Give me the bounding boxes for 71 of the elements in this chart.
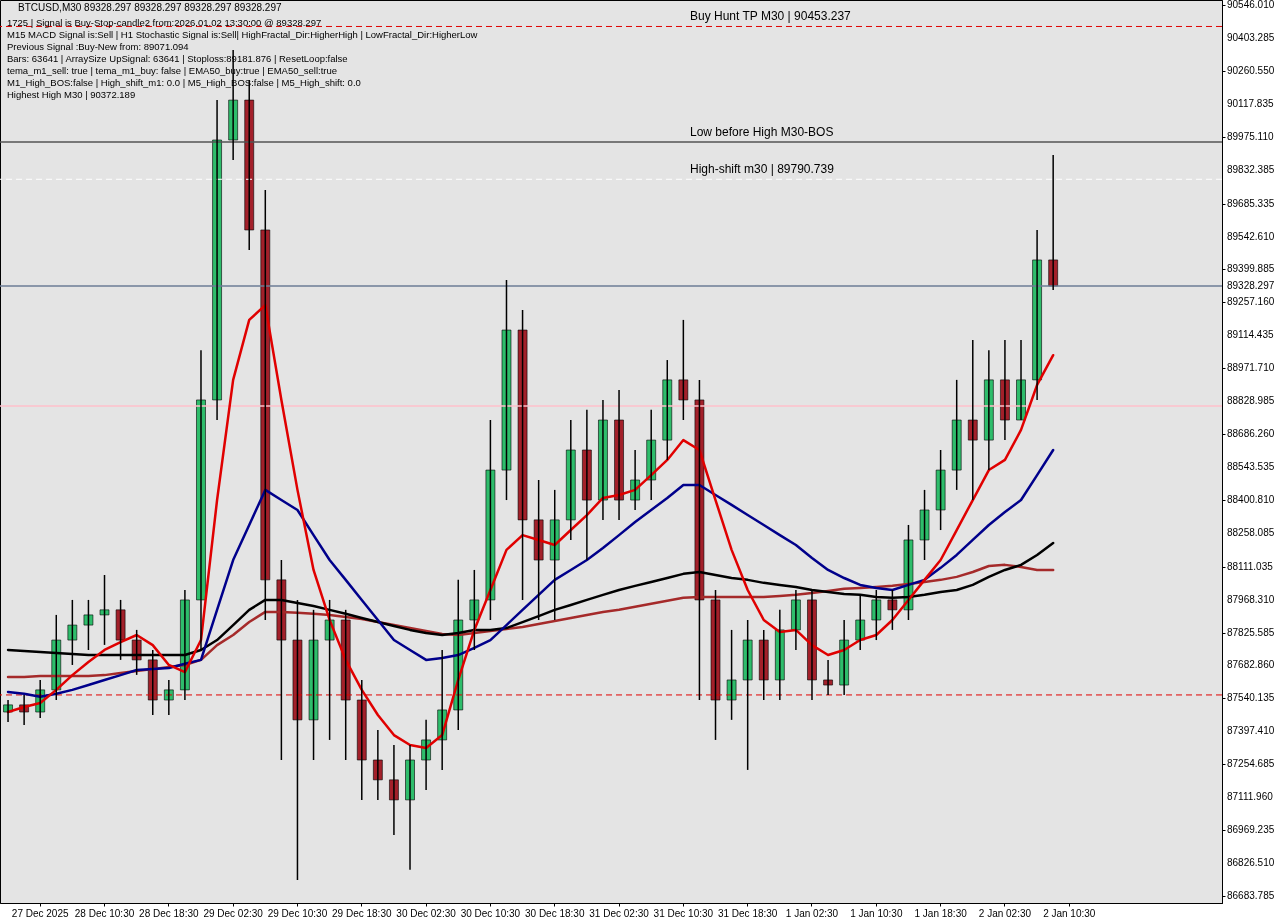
- candlestick: [887, 589, 898, 631]
- chart-title: BTCUSD,M30 89328.297 89328.297 89328.297 89328.297: [18, 2, 282, 13]
- y-tick-label: 89328.297: [1227, 279, 1275, 291]
- candlestick: [726, 629, 737, 721]
- x-tick-label: 29 Dec 10:30: [267, 907, 328, 919]
- candlestick: [742, 619, 753, 771]
- y-tick-label: 89975.110: [1227, 130, 1274, 142]
- y-tick-label: 87968.310: [1227, 593, 1275, 605]
- x-tick-label: 28 Dec 18:30: [139, 907, 199, 919]
- x-tick-label: 31 Dec 18:30: [717, 907, 778, 919]
- y-tick-label: 88828.985: [1227, 395, 1275, 407]
- annotation: Previous Signal :Buy-New from: 89071.094: [7, 41, 189, 52]
- x-tick-label: 29 Dec 02:30: [203, 907, 264, 919]
- y-tick-label: 88111.035: [1227, 560, 1274, 572]
- y-tick-label: 87540.135: [1227, 692, 1275, 704]
- y-tick-label: 90260.550: [1227, 64, 1275, 76]
- candlestick: [308, 609, 319, 761]
- y-tick-label: 88400.810: [1227, 493, 1275, 505]
- y-tick-label: 87682.860: [1227, 659, 1275, 671]
- annotation: Highest High M30 | 90372.189: [7, 89, 136, 100]
- ref-line-label: High-shift m30 | 89790.739: [690, 162, 835, 177]
- y-tick-label: 88686.260: [1227, 428, 1275, 440]
- y-tick-label: 89542.610: [1227, 230, 1275, 242]
- y-tick-label: 87825.585: [1227, 626, 1275, 638]
- y-tick-label: 90403.285: [1227, 31, 1275, 43]
- candlestick: [501, 279, 512, 501]
- annotation: M15 MACD Signal is:Sell | H1 Stochastic Signal is:Sell| HighFractal_Dir:HigherHigh | LowFractal_Dir:HigherLow: [7, 29, 478, 40]
- x-tick-label: 2 Jan 02:30: [978, 907, 1032, 919]
- candlestick: [935, 449, 946, 531]
- x-tick-label: 1 Jan 10:30: [850, 907, 903, 919]
- y-tick-label: 88258.085: [1227, 526, 1275, 538]
- y-tick-label: 87397.410: [1227, 725, 1275, 737]
- y-tick-label: 88543.535: [1227, 460, 1275, 472]
- candlestick: [919, 489, 930, 561]
- y-tick-label: 89832.385: [1227, 163, 1275, 175]
- candlestick: [678, 319, 689, 421]
- y-tick-label: 88971.710: [1227, 362, 1275, 374]
- candlestick: [83, 599, 94, 651]
- x-tick-label: 2 Jan 10:30: [1043, 907, 1096, 919]
- candlestick: [469, 569, 480, 651]
- x-tick-label: 29 Dec 18:30: [332, 907, 392, 919]
- y-tick-label: 86683.785: [1227, 889, 1275, 901]
- y-tick-label: 89399.885: [1227, 263, 1275, 275]
- x-tick-label: 27 Dec 2025: [11, 907, 69, 919]
- candlestick: [951, 379, 962, 491]
- candlestick: [871, 589, 882, 641]
- x-tick-label: 30 Dec 02:30: [396, 907, 457, 919]
- x-tick-label: 30 Dec 18:30: [524, 907, 585, 919]
- ref-line-label: Buy Hunt TP M30 | 90453.237: [690, 9, 852, 24]
- x-tick-label: 28 Dec 10:30: [74, 907, 135, 919]
- y-tick-label: 86826.510: [1227, 856, 1275, 868]
- x-tick-label: 30 Dec 10:30: [460, 907, 521, 919]
- candlestick: [662, 359, 673, 461]
- y-tick-label: 89114.435: [1227, 329, 1274, 341]
- annotation: 1725 | Signal is Buy-Stop-candle2 from:2026.01.02 13:30:00 @ 89328.297: [7, 17, 322, 28]
- candlestick: [823, 659, 833, 696]
- candlestick: [485, 419, 496, 621]
- y-tick-label: 90117.835: [1227, 97, 1274, 109]
- candlestick: [99, 574, 110, 646]
- x-tick-label: 1 Jan 02:30: [785, 907, 839, 919]
- y-tick-label: 87111.960: [1227, 791, 1274, 803]
- x-tick-label: 31 Dec 02:30: [589, 907, 650, 919]
- y-tick-label: 90546.010: [1227, 0, 1275, 11]
- ref-line-label: Low before High M30-BOS: [690, 125, 834, 140]
- candlestick: [517, 309, 528, 601]
- x-tick-label: 1 Jan 18:30: [914, 907, 968, 919]
- y-tick-label: 89685.335: [1227, 197, 1275, 209]
- y-tick-label: 89257.160: [1227, 296, 1275, 308]
- y-tick-label: 86969.235: [1227, 824, 1275, 836]
- x-tick-label: 31 Dec 10:30: [653, 907, 714, 919]
- y-tick-label: 87254.685: [1227, 758, 1275, 770]
